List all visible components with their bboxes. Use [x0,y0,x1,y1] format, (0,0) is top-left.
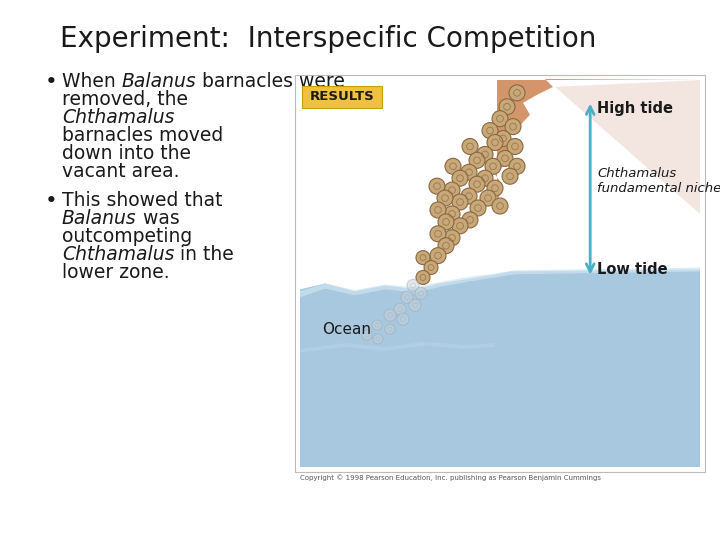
Text: removed, the: removed, the [62,90,188,109]
Circle shape [384,309,396,321]
Text: in the: in the [174,245,234,264]
Text: •: • [45,72,58,92]
Circle shape [495,131,511,146]
Circle shape [373,334,383,344]
Text: was: was [137,209,179,228]
Polygon shape [300,269,700,467]
Polygon shape [300,342,495,353]
Text: Chthamalus: Chthamalus [62,108,174,127]
Text: Low tide: Low tide [597,262,668,278]
Circle shape [462,138,478,154]
Circle shape [430,248,446,264]
Bar [295,75,705,472]
Text: Ocean: Ocean [323,322,372,336]
Circle shape [509,85,525,101]
Circle shape [492,198,508,214]
Circle shape [409,299,421,311]
Text: •: • [45,191,58,211]
Circle shape [452,194,468,210]
Text: vacant area.: vacant area. [62,162,179,181]
Circle shape [461,188,477,204]
Circle shape [482,123,498,139]
Circle shape [445,158,461,174]
Circle shape [438,238,454,254]
Text: Experiment:  Interspecific Competition: Experiment: Interspecific Competition [60,25,596,53]
Circle shape [437,190,453,206]
Circle shape [362,330,372,340]
Circle shape [502,168,518,184]
Circle shape [429,178,445,194]
Text: outcompeting: outcompeting [62,227,192,246]
Circle shape [416,271,430,285]
Circle shape [424,260,438,274]
Polygon shape [300,267,700,298]
Circle shape [452,218,468,234]
Circle shape [487,134,503,151]
Circle shape [430,202,446,218]
Text: When: When [62,72,122,91]
Circle shape [477,170,493,186]
Circle shape [444,182,460,198]
Circle shape [462,212,478,228]
Circle shape [397,313,409,325]
Circle shape [461,164,477,180]
Circle shape [438,214,454,230]
Text: Balanus: Balanus [122,72,197,91]
Circle shape [480,190,496,206]
Polygon shape [495,79,700,202]
Circle shape [470,200,486,216]
Circle shape [469,152,485,168]
Circle shape [444,230,460,246]
Circle shape [452,170,468,186]
Text: lower zone.: lower zone. [62,263,170,282]
Circle shape [394,303,406,315]
Circle shape [415,287,427,299]
Text: Chthamalus: Chthamalus [62,245,174,264]
Circle shape [444,206,460,222]
Circle shape [497,150,513,166]
Circle shape [499,99,515,115]
FancyBboxPatch shape [302,86,382,108]
Circle shape [401,291,413,303]
Text: Copyright © 1998 Pearson Education, Inc. publishing as Pearson Benjamin Cummings: Copyright © 1998 Pearson Education, Inc.… [300,474,601,481]
Text: Balanus: Balanus [62,209,137,228]
Text: This showed that: This showed that [62,191,222,210]
Text: High tide: High tide [597,101,673,116]
Circle shape [416,251,430,265]
Circle shape [477,146,493,163]
Circle shape [487,180,503,196]
Circle shape [505,119,521,134]
Polygon shape [555,80,700,214]
Circle shape [507,138,523,154]
Circle shape [485,158,501,174]
Circle shape [509,158,525,174]
Circle shape [469,176,485,192]
Circle shape [407,279,419,292]
Text: Chthamalus
fundamental niche: Chthamalus fundamental niche [597,167,720,195]
Circle shape [372,320,382,330]
Text: barnacles moved: barnacles moved [62,126,223,145]
Circle shape [385,324,395,334]
Text: down into the: down into the [62,144,191,163]
Text: RESULTS: RESULTS [310,91,374,104]
Circle shape [430,226,446,242]
Circle shape [492,111,508,127]
Text: barnacles were: barnacles were [197,72,346,91]
